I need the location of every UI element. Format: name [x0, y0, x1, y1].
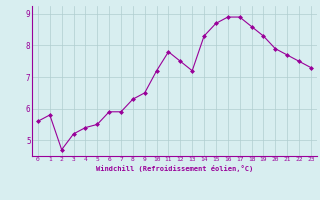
X-axis label: Windchill (Refroidissement éolien,°C): Windchill (Refroidissement éolien,°C) — [96, 165, 253, 172]
